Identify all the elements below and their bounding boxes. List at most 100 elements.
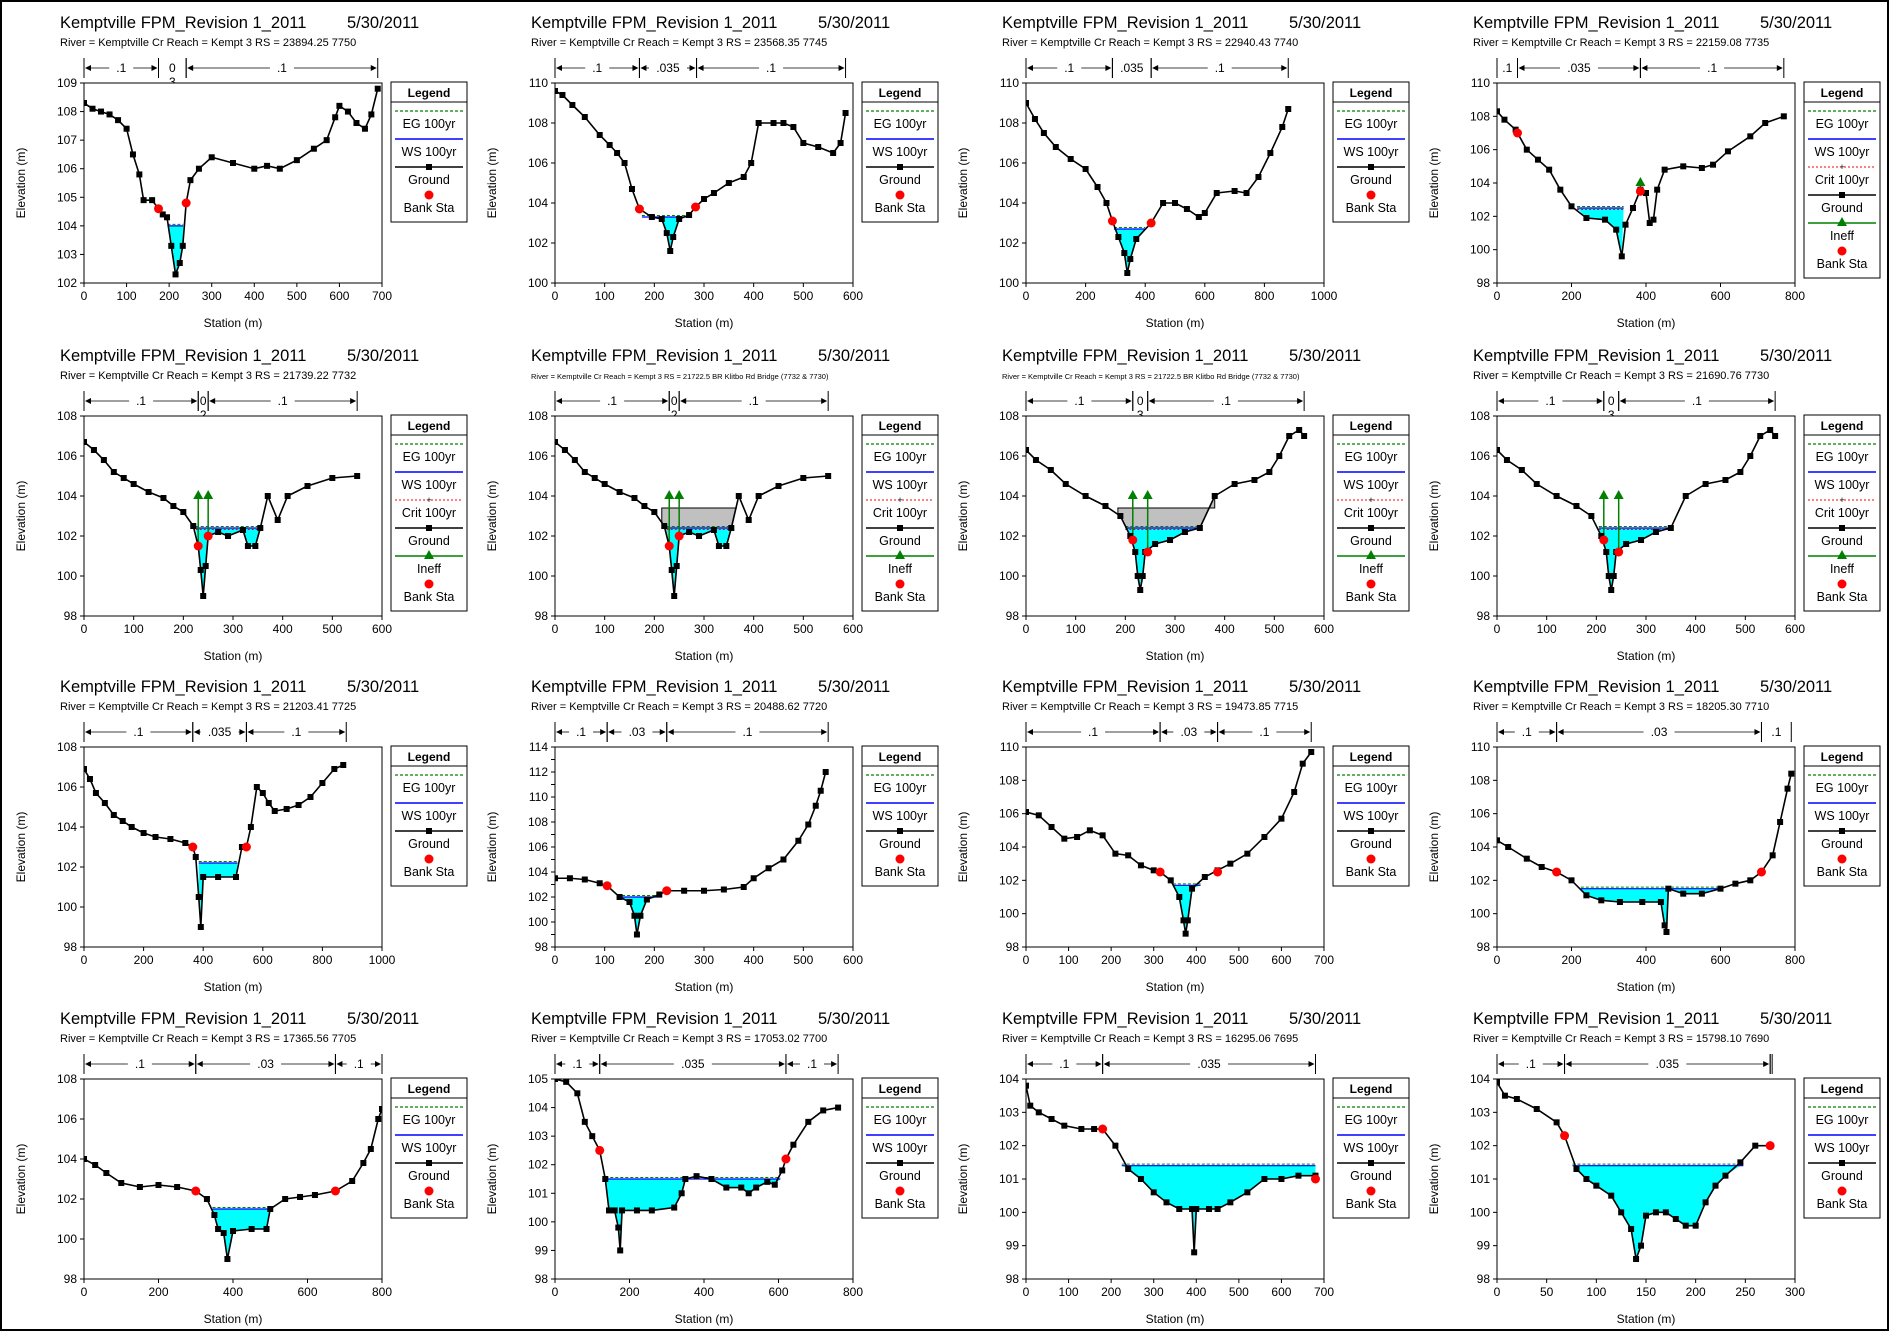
ground-point [1737,469,1744,475]
ground-point [1052,144,1059,150]
x-tick-label: 200 [148,1285,168,1299]
n-value-label: .1 [1771,725,1781,739]
y-tick-label: 102 [528,890,548,904]
ground-point [1598,533,1605,539]
y-tick-label: 104 [1470,176,1490,190]
ground-point [1692,1222,1699,1229]
n-arrowhead [187,65,194,71]
n-arrowhead [336,1061,343,1067]
x-axis-label: Station (m) [1146,980,1205,994]
legend-item-label: Ground [1350,534,1392,548]
ground-point [1503,457,1510,463]
n-value-label: .1 [1259,725,1269,739]
ground-point [1160,200,1167,206]
ground-point [725,180,732,186]
ground-point [800,140,807,146]
legend-ground-marker [1368,525,1374,531]
y-tick-label: 101 [1470,1172,1490,1186]
legend-item-label: WS 100yr [873,809,928,823]
n-arrowhead [85,65,91,71]
ground-point [1255,174,1262,180]
ground-point [253,784,260,790]
n-value-label: .1 [116,61,126,75]
y-tick-label: 108 [1470,409,1490,423]
ground-point [203,1196,210,1202]
legend-crit-marker: + [897,495,902,505]
chart-title: Kemptville FPM_Revision 1_2011 [60,678,306,696]
legend-item-label: Ground [879,1169,921,1183]
y-axis-label: Elevation (m) [1427,481,1441,552]
n-value-label: .1 [291,725,301,739]
y-tick-label: 102 [57,529,77,543]
x-tick-label: 200 [1561,953,1581,967]
n-arrowhead [188,1061,195,1067]
legend-item-label: EG 100yr [1345,450,1398,464]
plot-frame [1496,415,1796,617]
n-value-label: .1 [135,1057,145,1071]
ground-point [745,517,752,523]
x-tick-label: 200 [173,622,193,636]
n-arrowhead [328,1061,335,1067]
x-tick-label: 150 [1636,1285,1656,1299]
ground-point [790,124,797,130]
y-tick-label: 108 [999,409,1019,423]
chart-date: 5/30/2011 [818,1010,890,1028]
chart-date: 5/30/2011 [347,1010,419,1028]
legend-ground-marker [897,525,903,531]
n-value-label: .03 [1651,725,1668,739]
ground-point [1618,253,1625,260]
ground-point [1048,1116,1055,1122]
x-axis-label: Station (m) [204,1312,263,1326]
cross-section-panel: Kemptville FPM_Revision 1_2011 5/30/2011 R… [485,347,939,663]
cross-section-panel: Kemptville FPM_Revision 1_2011 5/30/2011 R… [956,678,1410,994]
ground-point [224,1256,231,1262]
y-tick-label: 102 [999,873,1019,887]
legend-item-label: Ground [1350,837,1392,851]
legend-item-label: Bank Sta [1817,590,1868,604]
ground-point [86,776,93,782]
ground-point [187,177,194,184]
chart-title: Kemptville FPM_Revision 1_2011 [1002,14,1248,32]
x-tick-label: 0 [81,622,88,636]
ground-point [374,85,381,92]
ground-point [1150,867,1157,874]
x-tick-label: 200 [1101,1285,1121,1299]
ground-point [340,762,347,768]
y-tick-label: 106 [999,156,1019,170]
legend-ground-marker [426,828,432,834]
n-arrowhead [1518,65,1525,71]
y-tick-label: 108 [57,1072,77,1086]
chart-subtitle: River = Kemptville Cr Reach = Kempt 3 RS… [531,372,829,381]
ground-point [1261,834,1268,840]
ground-point [304,483,311,489]
y-tick-label: 108 [1470,773,1490,787]
x-tick-label: 600 [1314,622,1334,636]
x-tick-label: 100 [595,953,615,967]
ground-point [641,503,648,509]
y-tick-label: 98 [1477,276,1491,290]
legend-bank-marker [895,579,905,589]
legend-item-label: Ground [1350,1169,1392,1183]
ground-point [837,140,844,146]
legend-item-label: Bank Sta [404,590,455,604]
chart-subtitle: River = Kemptville Cr Reach = Kempt 3 RS… [1002,701,1298,713]
ground-point [1605,573,1612,579]
ground-point [368,111,375,118]
ground-point [110,812,117,818]
ground-point [555,439,558,445]
n-arrowhead [151,65,158,71]
ground-point [1031,116,1038,122]
ground-point [140,830,147,836]
n-arrowhead [1768,398,1775,404]
ground-point [244,543,251,549]
y-tick-label: 104 [57,219,77,233]
n-arrowhead [1210,729,1217,735]
n-value-label: .1 [1215,61,1225,75]
x-tick-label: 300 [1636,622,1656,636]
ground-point [1613,226,1620,233]
n-arrowhead [1152,65,1159,71]
ground-point [1788,770,1795,777]
ground-point [1652,1209,1659,1216]
ground-point [1497,837,1500,844]
bank-station [1512,128,1522,138]
